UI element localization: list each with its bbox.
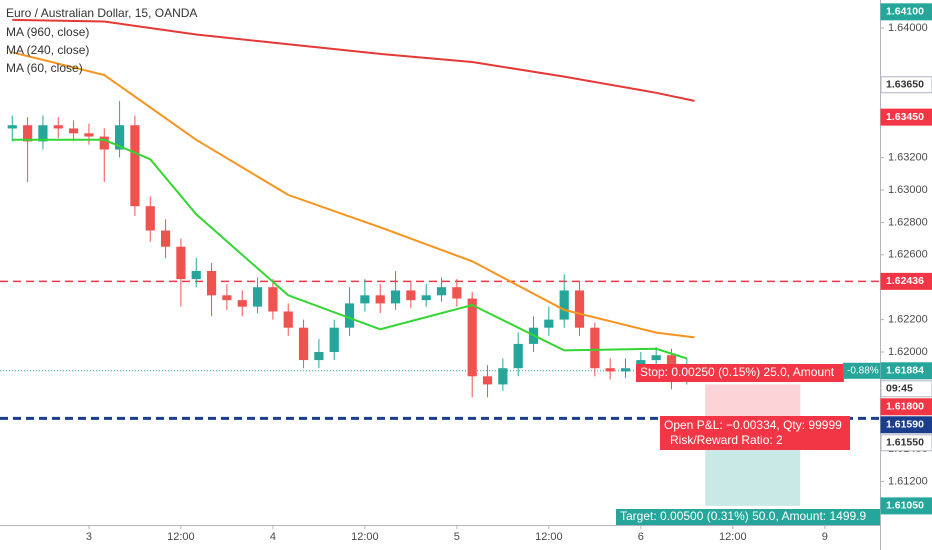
price-tag: 1.61550 <box>886 437 924 449</box>
x-tick-label: 12:00 <box>719 531 747 543</box>
candle-body <box>406 290 416 301</box>
legend-entry: MA (240, close) <box>6 43 89 57</box>
candle-body <box>467 298 477 377</box>
legend-entry: MA (960, close) <box>6 25 89 39</box>
price-tag-bg <box>880 76 932 94</box>
candle-body <box>53 125 63 129</box>
candle-body <box>176 246 186 280</box>
candle-body <box>375 295 385 304</box>
candle-body <box>590 327 600 369</box>
stop-label: Stop: 0.00250 (0.15%) 25.0, Amount <box>640 365 835 379</box>
y-tick-label: 1.63200 <box>888 152 928 164</box>
price-tag-bg <box>880 416 932 434</box>
legend-entry: MA (60, close) <box>6 61 83 75</box>
y-tick-label: 1.64000 <box>888 22 928 34</box>
x-tick-label: 9 <box>822 531 828 543</box>
x-tick-label: 4 <box>270 531 276 543</box>
candle-body <box>84 133 94 137</box>
price-tag-bg <box>880 272 932 290</box>
candle-body <box>559 290 569 320</box>
x-tick-label: 12:00 <box>167 531 195 543</box>
rr-label: Risk/Reward Ratio: 2 <box>670 433 783 447</box>
price-tag: 1.61884 <box>886 365 924 377</box>
change-tag: -0.88% <box>847 365 879 376</box>
candle-body <box>620 368 631 372</box>
candle-body <box>482 376 493 385</box>
candle-body <box>130 125 140 207</box>
candle-body <box>68 128 79 134</box>
candle-body <box>7 125 17 129</box>
price-tag: 1.61800 <box>886 401 924 413</box>
y-tick-label: 1.62600 <box>888 249 928 261</box>
x-tick-label: 12:00 <box>535 531 563 543</box>
x-tick-label: 3 <box>86 531 92 543</box>
price-tag-bg <box>880 398 932 416</box>
y-tick-label: 1.62800 <box>888 216 928 228</box>
chart-title: Euro / Australian Dollar, 15, OANDA <box>6 6 197 20</box>
candle-body <box>329 327 339 352</box>
candle-body <box>145 206 155 231</box>
price-tag: 1.61050 <box>886 500 924 512</box>
candle-body <box>436 287 447 296</box>
price-tag: 1.64100 <box>886 6 924 18</box>
candle-body <box>344 303 355 328</box>
price-tag: 1.62436 <box>886 275 924 287</box>
price-tag-bg <box>880 362 932 380</box>
ma-line <box>12 138 688 360</box>
ma-line <box>12 51 695 339</box>
pnl-label: Open P&L: −0.00334, Qty: 99999 <box>664 418 842 432</box>
price-tag-bg <box>880 434 932 452</box>
price-tag-bg <box>880 3 932 21</box>
candle-body <box>237 300 247 307</box>
price-tag: 1.63450 <box>886 111 924 123</box>
candle-body <box>452 287 462 299</box>
candle-body <box>222 295 232 301</box>
candle-body <box>421 295 431 301</box>
candle-body <box>38 125 48 142</box>
x-tick-label: 6 <box>638 531 644 543</box>
candle-body <box>22 125 33 142</box>
stop-label-bg <box>636 364 844 382</box>
candle-body <box>390 290 401 304</box>
countdown-tag: 09:45 <box>886 383 913 395</box>
candle-body <box>206 271 217 296</box>
pnl-box <box>660 416 850 450</box>
candle-body <box>252 287 263 307</box>
candle-body <box>283 311 293 328</box>
price-tag-bg <box>880 497 932 515</box>
y-tick-label: 1.63000 <box>888 184 928 196</box>
y-tick-label: 1.62200 <box>888 314 928 326</box>
candle-body <box>605 368 615 372</box>
candle-body <box>498 368 508 385</box>
y-tick-label: 1.61200 <box>888 475 928 487</box>
candle-body <box>360 295 370 304</box>
x-tick-label: 5 <box>454 531 460 543</box>
candle-body <box>268 287 278 312</box>
candle-body <box>298 327 309 361</box>
candle-body <box>191 271 201 280</box>
candle-body <box>99 136 109 150</box>
candle-body <box>160 230 171 247</box>
change-tag-bg <box>843 362 880 379</box>
target-label-bg <box>616 509 880 525</box>
candle-body <box>314 351 324 361</box>
ma-line <box>12 18 695 102</box>
y-tick-label: 1.62000 <box>888 346 928 358</box>
price-tag-bg <box>880 108 932 126</box>
candle-body <box>544 319 554 328</box>
price-tag: 1.63650 <box>886 79 924 91</box>
candle-body <box>651 355 661 361</box>
price-tag: 1.61590 <box>886 419 924 431</box>
x-tick-label: 12:00 <box>351 531 379 543</box>
target-label: Target: 0.00500 (0.31%) 50.0, Amount: 14… <box>620 509 866 523</box>
candle-body <box>114 125 125 150</box>
candle-body <box>513 343 523 369</box>
candle-body <box>574 290 585 328</box>
countdown-tag-bg <box>880 380 932 398</box>
